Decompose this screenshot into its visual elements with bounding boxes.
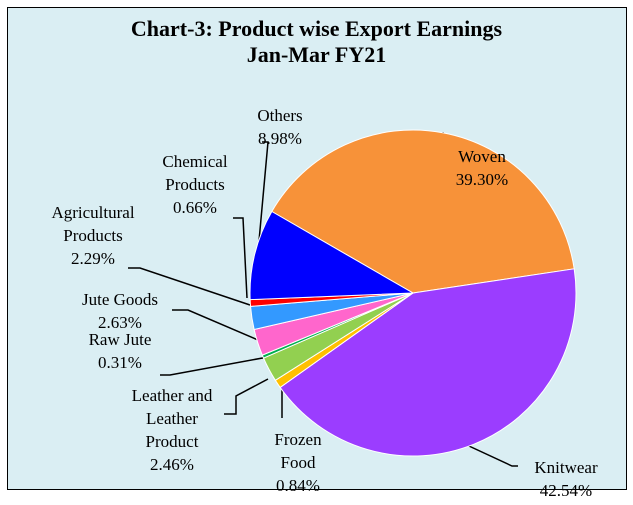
category-label: Knitwear	[534, 458, 598, 477]
category-label: Agricultural Products	[51, 203, 135, 245]
value-label: 2.63%	[98, 313, 142, 332]
category-label: Jute Goods	[81, 290, 159, 309]
slice-label: Knitwear 42.54%	[521, 456, 611, 502]
slice-label: Frozen Food 0.84%	[263, 428, 333, 497]
leader-line	[455, 439, 518, 467]
value-label: 42.54%	[539, 481, 593, 500]
pie-slice	[249, 210, 415, 301]
slice-label: Agricultural Products 2.29%	[38, 201, 148, 270]
value-label: 2.29%	[71, 249, 115, 268]
chart-title: Chart-3: Product wise Export Earnings	[130, 16, 503, 41]
pie-slice	[279, 268, 577, 457]
value-label: 39.30%	[455, 170, 509, 189]
leader-line	[172, 309, 259, 341]
value-label: 2.46%	[150, 455, 194, 474]
slice-label: Jute Goods 2.63%	[65, 288, 175, 334]
category-label: Raw Jute	[88, 330, 152, 349]
pie-slice	[271, 129, 575, 294]
leader-line	[224, 378, 269, 415]
category-label: Woven	[458, 147, 506, 166]
category-label: Others	[257, 106, 303, 125]
leader-line	[128, 267, 251, 306]
slice-label: Chemical Products 0.66%	[148, 150, 243, 219]
slice-label: Others 8.98%	[240, 104, 320, 150]
leader-line	[257, 141, 269, 253]
category-label: Leather and Leather Product	[131, 386, 213, 451]
value-label: 0.84%	[276, 476, 320, 495]
chart-subtitle: Jan-Mar FY21	[246, 42, 387, 67]
value-label: 0.31%	[98, 353, 142, 372]
slice-label: Woven 39.30%	[437, 145, 527, 191]
leader-line	[233, 217, 248, 299]
category-label: Chemical Products	[162, 152, 228, 194]
category-label: Frozen Food	[274, 430, 322, 472]
slice-label: Raw Jute 0.31%	[75, 328, 165, 374]
slice-label: Leather and Leather Product 2.46%	[126, 384, 218, 476]
value-label: 0.66%	[173, 198, 217, 217]
value-label: 8.98%	[258, 129, 302, 148]
pie	[249, 129, 577, 457]
leader-line	[160, 356, 269, 376]
